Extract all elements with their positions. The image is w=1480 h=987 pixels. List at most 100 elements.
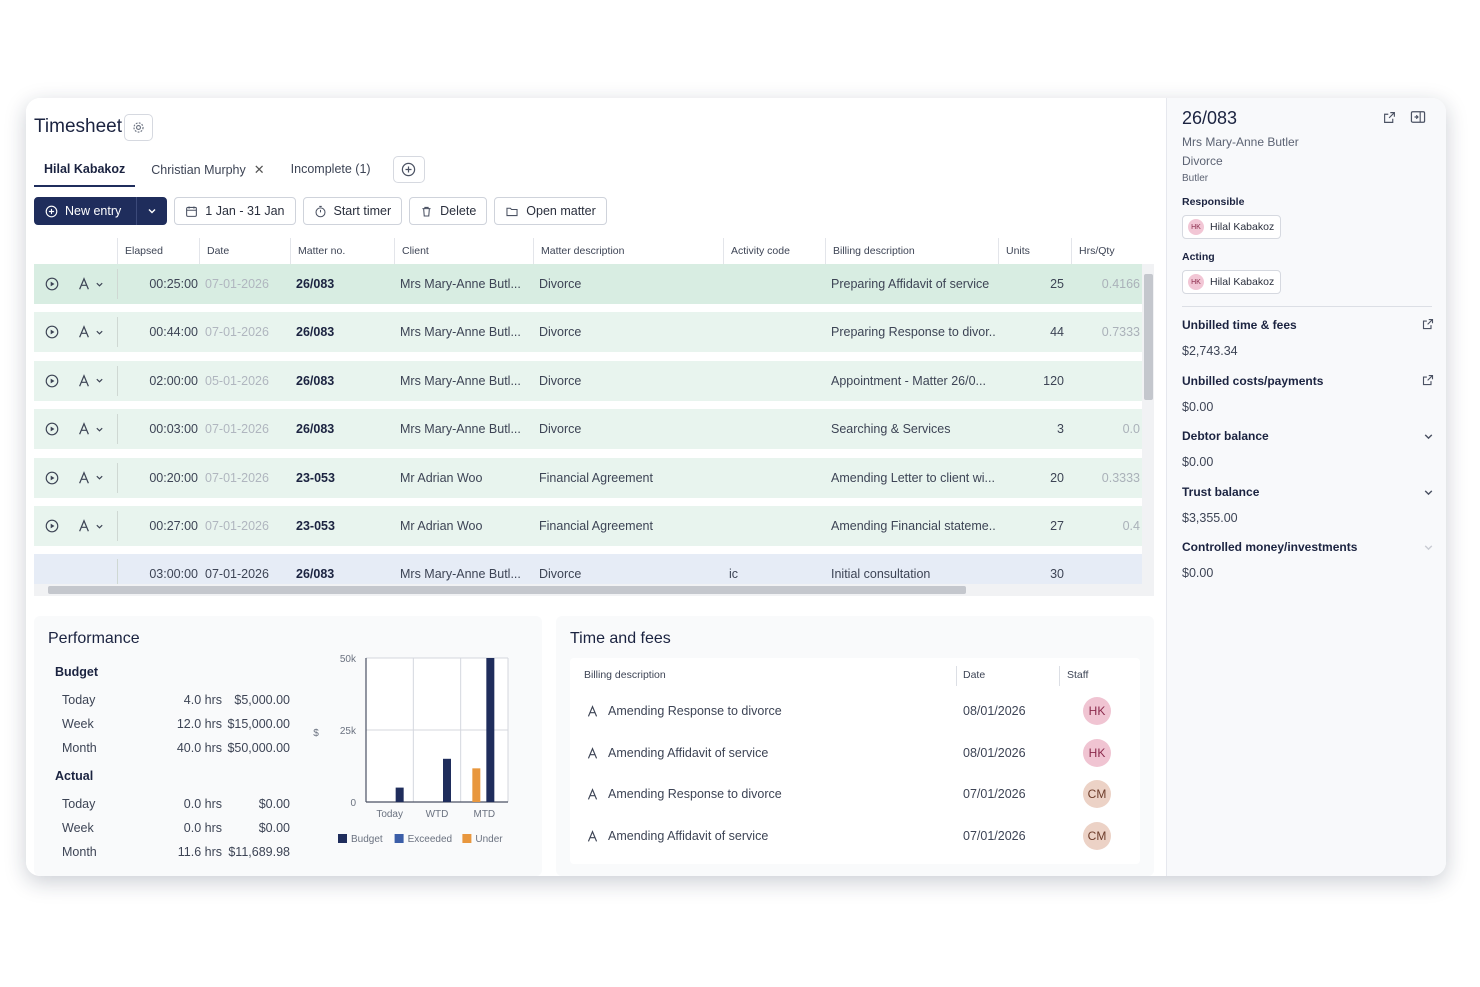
external-link-icon[interactable]: [1422, 318, 1434, 330]
acting-chip[interactable]: HK Hilal Kabakoz: [1182, 270, 1282, 294]
list-item[interactable]: Amending Affidavit of service 07/01/2026 C…: [570, 816, 1140, 857]
new-entry-dropdown[interactable]: [136, 197, 166, 225]
cell-matter: 26/083: [296, 567, 335, 582]
play-circle-icon[interactable]: [45, 519, 59, 533]
horizontal-scroll-thumb[interactable]: [48, 586, 966, 594]
cell-client: Mrs Mary-Anne Butl...: [400, 325, 521, 340]
cell-units: 44: [1050, 325, 1064, 340]
play-circle-icon[interactable]: [45, 374, 59, 388]
table-row[interactable]: 00:44:00 07-01-2026 26/083 Mrs Mary-Anne Bu…: [34, 312, 1142, 353]
legend-label: Under: [475, 834, 503, 845]
col-matter-no[interactable]: Matter no.: [290, 238, 394, 264]
stopwatch-icon: [315, 205, 325, 217]
tf-date: 07/01/2026: [963, 828, 1026, 843]
list-item[interactable]: Amending Response to divorce 07/01/2026 CM: [570, 774, 1140, 815]
responsible-chip[interactable]: HK Hilal Kabakoz: [1182, 215, 1282, 239]
chevron-down-icon[interactable]: [1423, 542, 1434, 553]
col-units[interactable]: Units: [998, 238, 1071, 264]
sidebar-section-3[interactable]: Trust balance: [1182, 485, 1434, 499]
cell-billing: Amending Financial stateme...: [831, 519, 996, 533]
sidebar-section-1[interactable]: Unbilled costs/payments: [1182, 374, 1434, 388]
tab-incomplete[interactable]: Incomplete (1): [290, 162, 371, 176]
chevron-down-icon: [96, 379, 103, 383]
tab-hilal-kabakoz[interactable]: Hilal Kabakoz: [34, 156, 136, 187]
billing-type-dropdown[interactable]: [77, 325, 104, 339]
gear-icon: [133, 122, 144, 133]
play-circle-icon[interactable]: [45, 325, 59, 339]
cell-billing: Initial consultation: [831, 567, 931, 582]
col-matter-description[interactable]: Matter description: [533, 238, 723, 264]
table-row[interactable]: 00:25:00 07-01-2026 26/083 Mrs Mary-Anne Bu…: [34, 264, 1142, 304]
budget-week-label: Week: [62, 717, 94, 731]
timesheet-panel: Timesheet Hilal Kabakoz Christian Murphy…: [26, 98, 1166, 876]
tf-col-date[interactable]: Date: [963, 669, 986, 681]
sidebar-section-value: $0.00: [1182, 566, 1214, 580]
folder-open-icon: [506, 207, 518, 216]
external-link-icon[interactable]: [1383, 111, 1396, 124]
list-item[interactable]: Amending Affidavit of service 08/01/2026 H…: [570, 733, 1140, 774]
col-activity-code[interactable]: Activity code: [723, 238, 825, 264]
sidebar-section-value: $2,743.34: [1182, 344, 1238, 358]
list-item[interactable]: Amending Response to divorce 08/01/2026 HK: [570, 691, 1140, 732]
cell-date: 07-01-2026: [205, 567, 269, 582]
actual-month-amount: $11,689.98: [228, 845, 290, 859]
budget-today-hrs: 4.0 hrs: [183, 693, 222, 707]
play-circle-icon[interactable]: [45, 422, 59, 436]
sidebar-section-4[interactable]: Controlled money/investments: [1182, 540, 1434, 554]
tf-col-billing-description[interactable]: Billing description: [584, 669, 666, 681]
billing-type-dropdown[interactable]: [77, 470, 104, 485]
settings-button[interactable]: [124, 114, 153, 141]
delete-button[interactable]: Delete: [409, 197, 488, 225]
budget-heading: Budget: [55, 665, 99, 679]
table-row[interactable]: 00:27:00 07-01-2026 23-053 Mr Adrian Woo Fin…: [34, 506, 1142, 546]
sidebar-section-label: Controlled money/investments: [1182, 540, 1358, 554]
cell-units: 120: [1043, 373, 1064, 388]
chevron-down-icon[interactable]: [1423, 431, 1434, 442]
col-billing-description[interactable]: Billing description: [825, 238, 998, 264]
sidebar-section-0[interactable]: Unbilled time & fees: [1182, 318, 1434, 332]
table-row[interactable]: 00:03:00 07-01-2026 26/083 Mrs Mary-Anne Bu…: [34, 409, 1142, 450]
cell-elapsed: 00:20:00: [149, 470, 198, 485]
play-circle-icon[interactable]: [45, 277, 59, 291]
add-tab-button[interactable]: [392, 156, 425, 183]
cell-hrs: 0.4: [1122, 519, 1140, 533]
tf-col-staff[interactable]: Staff: [1067, 669, 1089, 681]
budget-month-amount: $50,000.00: [227, 741, 290, 755]
col-hrs-qty[interactable]: Hrs/Qty: [1071, 238, 1146, 264]
budget-today-label: Today: [62, 693, 96, 707]
collapse-panel-icon[interactable]: [1410, 110, 1426, 124]
chevron-down-icon[interactable]: [1423, 487, 1434, 498]
tab-christian-murphy[interactable]: Christian Murphy ✕: [151, 162, 265, 177]
x-tick-label: MTD: [473, 809, 495, 820]
budget-week-amount: $15,000.00: [227, 717, 290, 731]
col-elapsed[interactable]: Elapsed: [117, 238, 199, 264]
external-link-icon[interactable]: [1422, 374, 1434, 386]
date-range-button[interactable]: 1 Jan - 31 Jan: [174, 197, 296, 225]
cell-date: 07-01-2026: [205, 519, 269, 533]
actual-today-hrs: 0.0 hrs: [183, 797, 222, 811]
new-entry-button[interactable]: New entry: [34, 197, 168, 225]
col-date[interactable]: Date: [199, 238, 290, 264]
table-row[interactable]: 02:00:00 05-01-2026 26/083 Mrs Mary-Anne Bu…: [34, 360, 1142, 401]
billing-type-dropdown[interactable]: [77, 373, 104, 388]
table-row[interactable]: 00:20:00 07-01-2026 23-053 Mr Adrian Woo Fin…: [34, 457, 1142, 498]
col-client[interactable]: Client: [394, 238, 533, 264]
vertical-scroll-thumb[interactable]: [1144, 274, 1153, 400]
billing-type-dropdown[interactable]: [77, 422, 104, 436]
row-divider: [117, 269, 118, 299]
cell-billing: Searching & Services: [831, 422, 951, 437]
billing-type-dropdown[interactable]: [77, 277, 104, 291]
cell-billing: Appointment - Matter 26/0...: [831, 373, 986, 388]
open-matter-button[interactable]: Open matter: [494, 197, 607, 225]
close-icon[interactable]: ✕: [253, 162, 265, 177]
pen-icon: [79, 470, 89, 484]
play-circle-icon[interactable]: [45, 471, 59, 485]
chevron-down-icon: [148, 209, 156, 214]
bar-budget-wtd: [443, 758, 451, 802]
sidebar-section-2[interactable]: Debtor balance: [1182, 429, 1434, 443]
billing-type-dropdown[interactable]: [77, 519, 104, 533]
start-timer-button[interactable]: Start timer: [302, 197, 403, 225]
cell-activity: [729, 312, 819, 352]
budget-month-hrs: 40.0 hrs: [176, 741, 222, 755]
page-title: Timesheet: [34, 116, 122, 137]
